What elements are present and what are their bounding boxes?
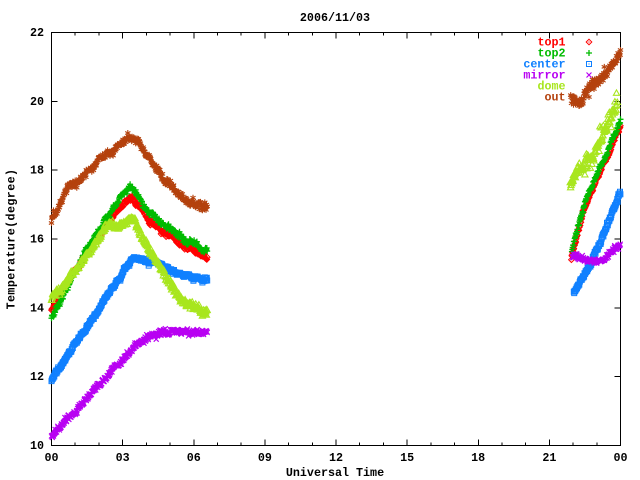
svg-text:15: 15: [400, 451, 414, 465]
svg-text:00: 00: [44, 451, 58, 465]
svg-text:2006/11/03: 2006/11/03: [300, 11, 370, 25]
svg-text:out: out: [544, 91, 565, 105]
svg-text:03: 03: [116, 451, 130, 465]
svg-text:mirror: mirror: [523, 69, 565, 83]
svg-text:00: 00: [613, 451, 627, 465]
svg-text:Temperature(degree): Temperature(degree): [5, 169, 19, 310]
svg-text:18: 18: [30, 164, 44, 178]
svg-text:dome: dome: [537, 80, 565, 94]
svg-text:center: center: [523, 58, 565, 72]
svg-text:09: 09: [258, 451, 272, 465]
svg-text:top1: top1: [537, 36, 565, 50]
svg-text:18: 18: [471, 451, 485, 465]
svg-text:20: 20: [30, 95, 44, 109]
svg-text:Universal Time: Universal Time: [286, 466, 384, 480]
svg-text:top2: top2: [537, 47, 565, 61]
svg-text:12: 12: [30, 370, 44, 384]
svg-text:16: 16: [30, 233, 44, 247]
svg-text:21: 21: [542, 451, 556, 465]
svg-text:06: 06: [187, 451, 201, 465]
svg-text:10: 10: [30, 439, 44, 453]
svg-text:22: 22: [30, 26, 44, 40]
svg-text:12: 12: [329, 451, 343, 465]
svg-text:14: 14: [30, 301, 44, 315]
